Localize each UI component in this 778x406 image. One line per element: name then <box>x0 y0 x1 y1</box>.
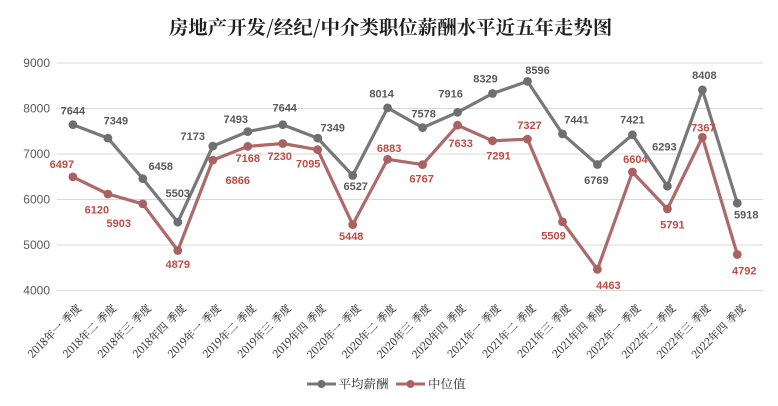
svg-text:5503: 5503 <box>166 188 190 200</box>
svg-text:7291: 7291 <box>486 150 510 162</box>
svg-text:7421: 7421 <box>620 114 644 126</box>
svg-text:8329: 8329 <box>473 74 497 86</box>
svg-text:8596: 8596 <box>525 65 549 77</box>
svg-text:5448: 5448 <box>339 231 363 243</box>
svg-text:7441: 7441 <box>564 114 588 126</box>
svg-text:5791: 5791 <box>660 220 684 232</box>
svg-text:6767: 6767 <box>409 174 433 186</box>
svg-text:7327: 7327 <box>517 120 541 132</box>
svg-text:7230: 7230 <box>267 151 291 163</box>
svg-text:6769: 6769 <box>584 175 608 187</box>
svg-text:5509: 5509 <box>541 230 565 242</box>
svg-text:6604: 6604 <box>623 154 648 166</box>
svg-text:6458: 6458 <box>149 161 173 173</box>
svg-text:8014: 8014 <box>369 88 394 100</box>
svg-text:7349: 7349 <box>104 116 128 128</box>
svg-text:5000: 5000 <box>23 238 50 252</box>
svg-text:6866: 6866 <box>226 175 250 187</box>
svg-text:7349: 7349 <box>320 123 344 135</box>
svg-text:5903: 5903 <box>107 218 131 230</box>
svg-text:6000: 6000 <box>23 193 50 207</box>
svg-text:5918: 5918 <box>734 210 758 222</box>
svg-text:7644: 7644 <box>61 105 86 117</box>
svg-text:8000: 8000 <box>23 102 50 116</box>
svg-text:7493: 7493 <box>224 114 248 126</box>
svg-text:7633: 7633 <box>448 138 472 150</box>
svg-text:4879: 4879 <box>166 259 190 271</box>
svg-text:7173: 7173 <box>181 131 205 143</box>
svg-text:6120: 6120 <box>85 205 109 217</box>
svg-text:6497: 6497 <box>50 159 74 171</box>
svg-text:4792: 4792 <box>732 266 756 278</box>
svg-text:6883: 6883 <box>377 143 401 155</box>
svg-text:7916: 7916 <box>438 88 462 100</box>
svg-text:7367: 7367 <box>691 122 715 134</box>
svg-text:4000: 4000 <box>23 284 50 298</box>
svg-text:7578: 7578 <box>411 109 435 121</box>
svg-text:4463: 4463 <box>596 280 620 292</box>
svg-text:6293: 6293 <box>652 142 676 154</box>
svg-text:7168: 7168 <box>236 153 260 165</box>
svg-text:7644: 7644 <box>272 103 297 115</box>
svg-text:6527: 6527 <box>343 181 367 193</box>
svg-text:8408: 8408 <box>692 70 716 82</box>
svg-text:7000: 7000 <box>23 147 50 161</box>
svg-text:9000: 9000 <box>23 56 50 70</box>
svg-text:7095: 7095 <box>296 159 320 171</box>
